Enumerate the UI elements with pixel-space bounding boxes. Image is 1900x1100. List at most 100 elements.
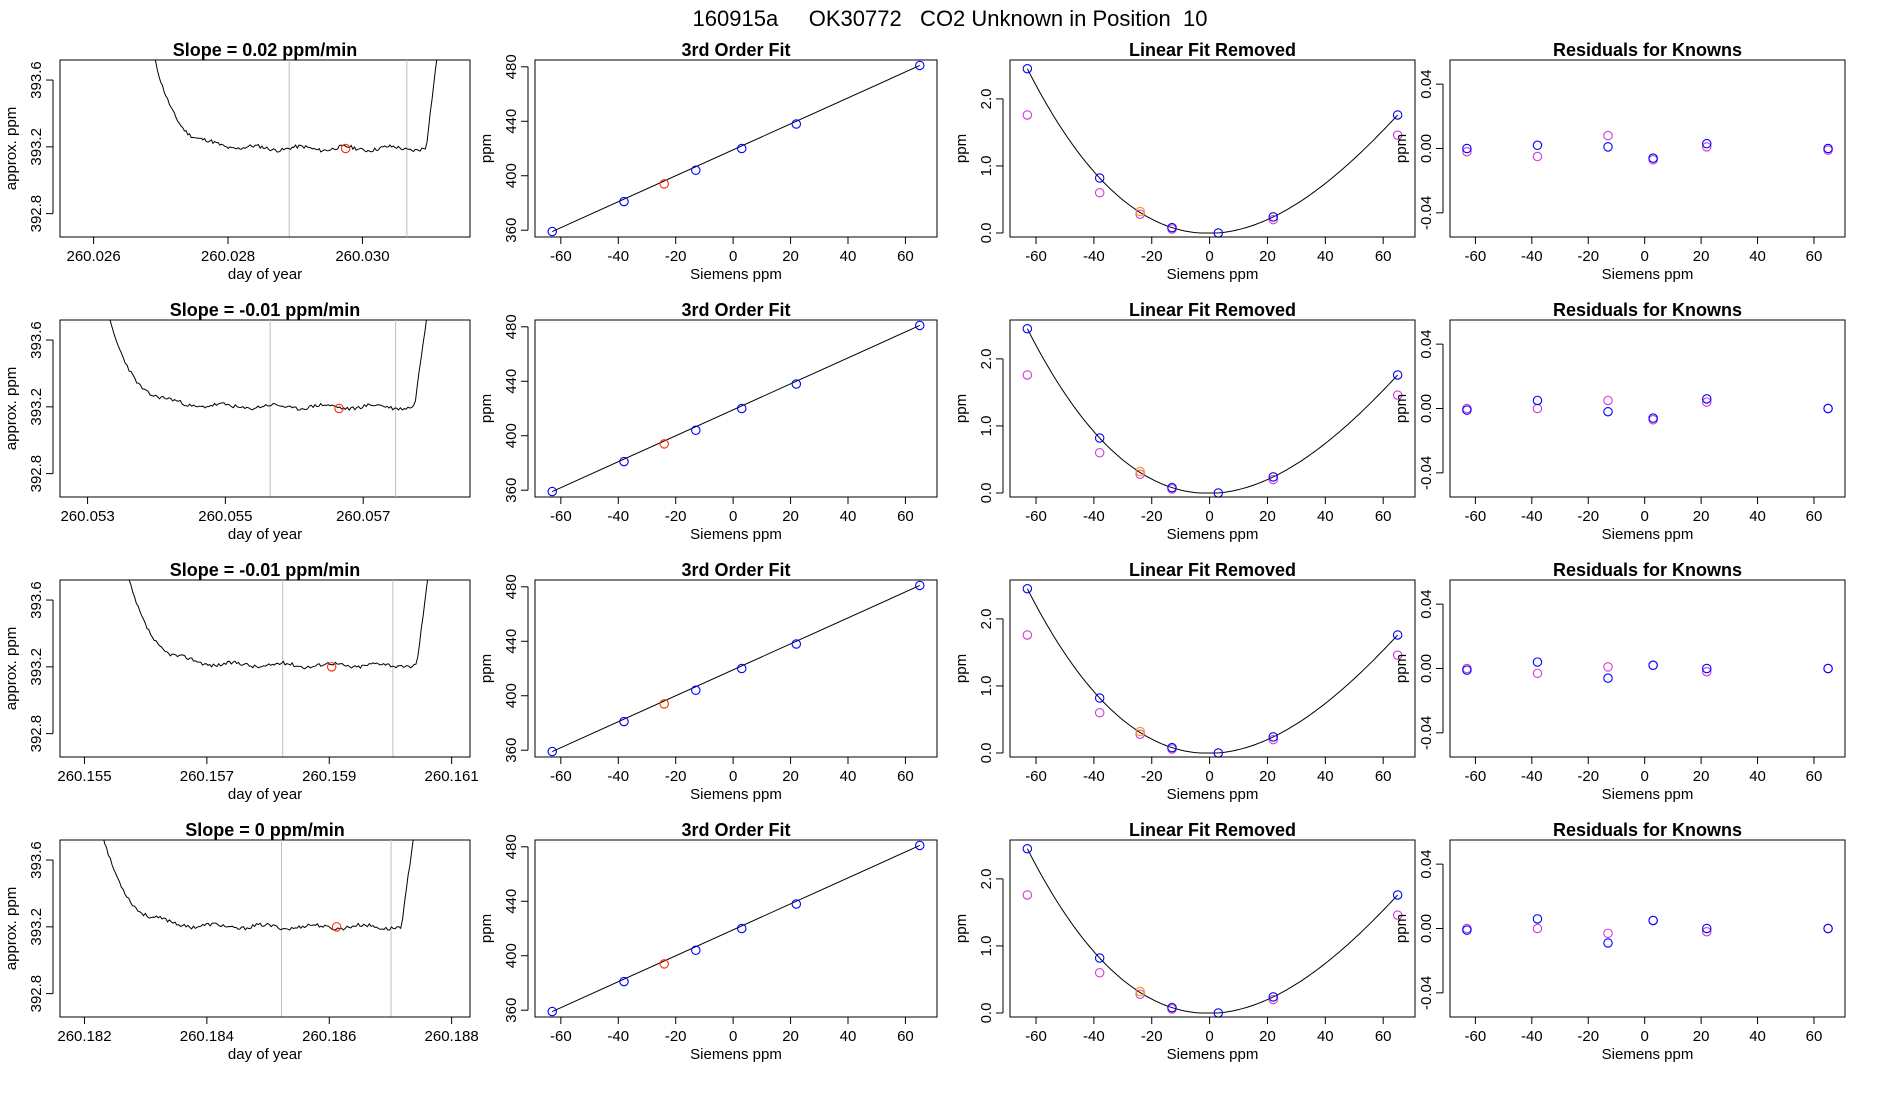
fit-title: 3rd Order Fit [681,820,790,840]
linfit-x-tick-label: -60 [1025,1028,1047,1045]
resid-title: Residuals for Knowns [1553,300,1742,320]
standard-point [619,976,629,987]
quadratic-curve [1026,68,1398,234]
fit-title: 3rd Order Fit [681,300,790,320]
resid-x-tick-label: -40 [1521,508,1543,525]
residual-blue-point [1648,915,1658,926]
linfit-y-tick-label: 2.0 [978,348,995,369]
resid-x-tick-label: 0 [1641,768,1649,785]
linfit-x-tick-label: 0 [1205,1028,1213,1045]
residual-magenta-point [1702,397,1712,407]
linfit-y-tick-label: 1.0 [978,156,995,177]
linfit-y-tick-label: 0.0 [978,1003,995,1024]
linfit-x-tick-label: 40 [1317,1028,1334,1045]
fit-x-tick-label: -40 [607,768,629,785]
timeseries-y-tick-label: 393.6 [28,581,45,619]
residual-magenta-point [1022,110,1033,120]
timeseries-x-tick-label: 260.188 [425,1028,479,1045]
timeseries-y-label: approx. ppm [3,107,20,190]
residual-blue-point [1462,143,1472,154]
resid-x-tick-label: -20 [1577,508,1599,525]
timeseries-y-tick-label: 393.6 [28,321,45,359]
resid-x-tick-label: -60 [1465,1028,1487,1045]
fit-x-tick-label: -20 [665,508,687,525]
residual-magenta-point [1135,469,1145,479]
standard-point [691,165,701,176]
curve-blue-point [1392,890,1403,900]
curve-blue-point [1167,222,1177,233]
fit-title: 3rd Order Fit [681,560,790,580]
timeseries-x-tick-label: 260.157 [180,768,234,785]
fit-y-tick-label: 440 [503,889,520,914]
resid-0-frame [1449,59,1846,238]
linfit-title: Linear Fit Removed [1129,300,1296,320]
fit-y-label: ppm [478,654,495,683]
timeseries-y-tick-label: 392.8 [28,195,45,233]
residual-blue-point [1603,142,1613,152]
residual-blue-point [1648,413,1658,423]
resid-y-tick-label: 0.04 [1418,590,1435,619]
standard-point [791,119,802,129]
fit-y-tick-label: 480 [503,834,520,859]
fit-line [552,584,920,753]
residual-magenta-point [1094,967,1105,978]
linfit-2-frame [1009,579,1416,758]
standard-point [915,840,925,851]
linfit-y-label: ppm [953,394,970,423]
resid-x-tick-label: -60 [1465,768,1487,785]
curve-blue-point [1094,173,1105,183]
standard-point [791,899,802,909]
curve-blue-point [1268,732,1279,742]
standard-point [736,403,747,414]
timeseries-y-tick-label: 392.8 [28,975,45,1013]
resid-y-label: ppm [1393,654,1410,683]
fit-x-tick-label: -40 [607,508,629,525]
timeseries-y-tick-label: 393.2 [28,908,45,946]
fit-x-tick-label: 20 [782,1028,799,1045]
resid-y-tick-label: 0.04 [1418,330,1435,359]
standard-point [915,60,925,71]
resid-x-tick-label: 60 [1806,1028,1823,1045]
curve-blue-point [1022,843,1033,854]
linfit-x-tick-label: 60 [1375,1028,1392,1045]
timeseries-y-tick-label: 392.8 [28,715,45,753]
resid-x-tick-label: -20 [1577,248,1599,265]
unknown-point [659,699,669,709]
linfit-x-tick-label: 40 [1317,248,1334,265]
fit-y-tick-label: 360 [503,738,520,763]
unknown-point [659,179,669,189]
residual-magenta-point [1135,209,1145,219]
unknown-mean-point [340,143,351,154]
residual-blue-point [1648,660,1658,671]
curve-blue-point [1167,742,1177,753]
residual-blue-point [1823,663,1833,674]
linfit-x-tick-label: -60 [1025,768,1047,785]
resid-x-tick-label: -40 [1521,768,1543,785]
curve-blue-point [1167,482,1177,493]
residual-magenta-point [1532,403,1543,414]
fit-y-tick-label: 440 [503,109,520,134]
residual-blue-point [1702,394,1712,404]
curve-blue-point [1392,110,1403,120]
curve-blue-point [1022,63,1033,74]
resid-x-label: Siemens ppm [1602,786,1694,803]
linfit-x-label: Siemens ppm [1167,266,1259,283]
fit-line [552,324,920,493]
fit-y-tick-label: 440 [503,629,520,654]
resid-x-tick-label: -20 [1577,1028,1599,1045]
timeseries-title: Slope = 0 ppm/min [185,820,345,840]
residual-magenta-point [1392,390,1403,400]
timeseries-x-label: day of year [228,1046,302,1063]
fit-x-tick-label: -20 [665,768,687,785]
curve-blue-point [1022,323,1033,334]
quadratic-curve [1026,328,1398,494]
standard-point [736,923,747,934]
linfit-x-tick-label: 20 [1259,1028,1276,1045]
quadratic-curve [1026,588,1398,754]
curve-blue-point [1268,472,1279,482]
standard-point [691,945,701,956]
resid-y-label: ppm [1393,914,1410,943]
linfit-title: Linear Fit Removed [1129,820,1296,840]
linfit-x-tick-label: 0 [1205,508,1213,525]
timeseries-x-tick-label: 260.028 [201,248,255,265]
